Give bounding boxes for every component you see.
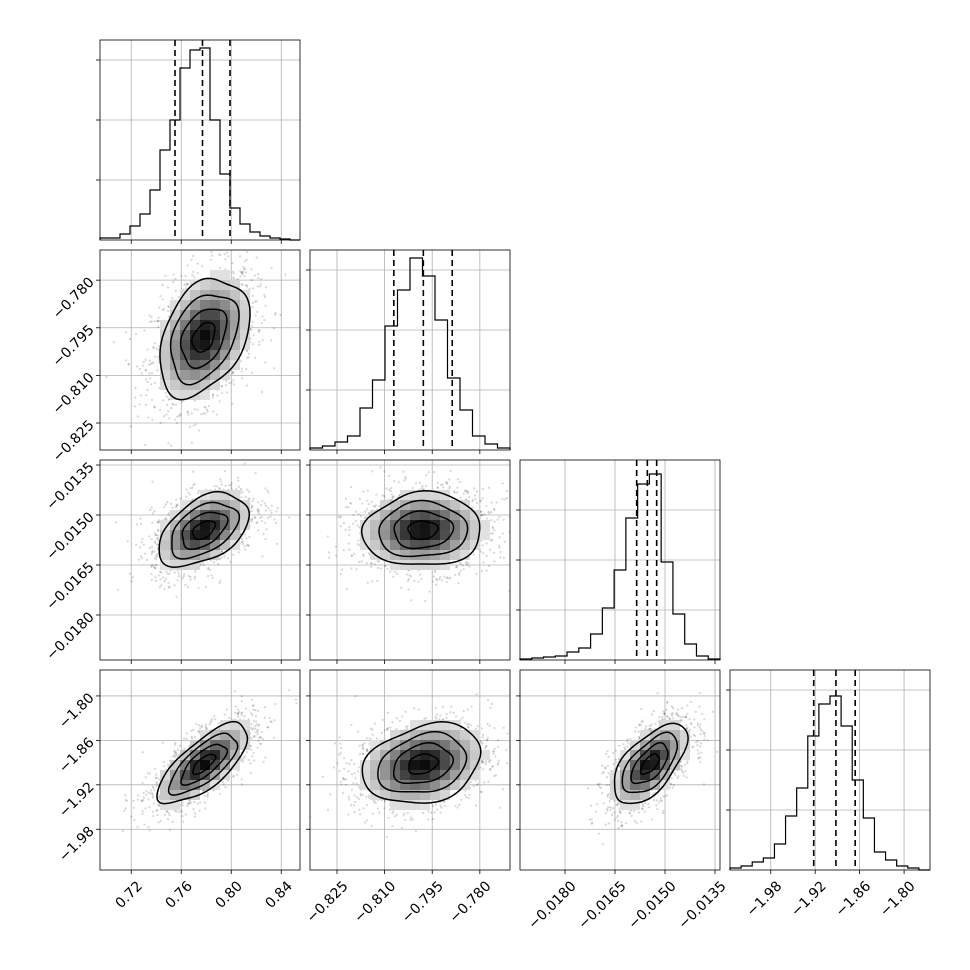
y-tick-label: −0.0165 [43,559,97,613]
contour-level-2 [171,501,241,560]
panel-frame [309,249,511,451]
contour-level-0 [408,753,440,775]
panel-2d-3-1 [306,669,511,874]
contour-level-3 [360,489,481,565]
contour-level-3 [613,722,689,805]
contour-level-0 [191,520,217,541]
y-tick-label: −1.98 [56,824,98,866]
y-tick-label: −0.825 [50,417,98,465]
contour-level-3 [158,490,251,568]
histogram-step [99,47,300,241]
x-tick-label: −0.810 [351,878,399,926]
x-tick-label: 0.76 [163,878,196,911]
y-tick-label: −0.0150 [43,509,97,563]
y-tick-label: −1.86 [56,735,98,777]
contour-level-1 [392,742,455,785]
panel-2d-3-2 [516,669,721,874]
panel-hist-1 [306,249,511,454]
histogram-step [519,473,721,660]
x-tick-label: −0.0150 [625,878,679,932]
contour-level-0 [407,520,439,541]
panel-hist-0 [96,39,301,244]
panel-frame [99,39,301,241]
x-tick-label: 0.72 [113,878,146,911]
contours [159,277,251,401]
panel-frame [309,459,511,661]
density-cells [160,270,250,400]
x-tick-label: 0.84 [263,878,296,911]
panel-frame [729,669,931,871]
contours [158,490,251,568]
panel-2d-2-0 [96,459,301,664]
y-tick-label: −0.0180 [43,609,97,663]
contour-level-3 [159,277,251,401]
contour-level-0 [639,752,661,775]
panel-2d-3-0 [96,669,301,874]
contours [361,721,482,804]
x-tick-label: −0.0180 [525,878,579,932]
y-tick-label: −0.780 [50,275,98,323]
contour-level-2 [377,730,468,793]
x-tick-label: −0.825 [304,878,352,926]
grid-lines [730,670,930,870]
x-tick-label: −0.0165 [575,878,629,932]
y-tick-label: −0.795 [50,322,98,370]
contours [613,722,689,805]
x-tick-label: −0.795 [399,878,447,926]
contours [156,720,249,805]
contour-level-2 [621,731,679,794]
contours [360,489,481,565]
panel-frame [99,669,301,871]
y-tick-label: −1.80 [56,690,98,732]
panel-frame [519,669,721,871]
x-tick-label: −0.0135 [675,878,729,932]
panel-frame [309,669,511,871]
contour-level-1 [630,741,669,785]
contour-level-2 [167,732,239,796]
contour-level-2 [169,294,240,386]
contour-level-1 [393,510,455,550]
y-tick-label: −0.0135 [43,459,97,513]
x-tick-label: −1.86 [833,878,875,920]
x-tick-label: −1.98 [744,878,786,920]
contour-level-3 [361,721,482,804]
contour-level-0 [191,321,216,353]
panel-frame [99,459,301,661]
x-tick-label: 0.80 [213,878,246,911]
x-tick-label: −1.80 [877,878,919,920]
histogram-step [729,695,930,871]
panel-hist-2 [516,459,721,664]
panel-frame [519,459,721,661]
panel-2d-1-0 [96,249,301,454]
x-tick-label: −1.92 [788,878,830,920]
grid-lines [520,460,720,660]
contour-level-3 [156,720,249,805]
panel-hist-3 [726,669,931,874]
histogram-step [309,257,511,450]
grid-lines [100,40,300,240]
y-tick-label: −0.810 [50,370,98,418]
contour-level-0 [192,753,217,776]
contour-level-1 [180,743,229,786]
contour-level-2 [378,499,469,558]
x-tick-label: −0.780 [447,878,495,926]
y-tick-label: −1.92 [56,779,98,821]
contour-level-1 [181,511,229,551]
contour-level-1 [179,308,228,370]
panel-frame [99,249,301,451]
panel-2d-2-1 [306,459,511,664]
